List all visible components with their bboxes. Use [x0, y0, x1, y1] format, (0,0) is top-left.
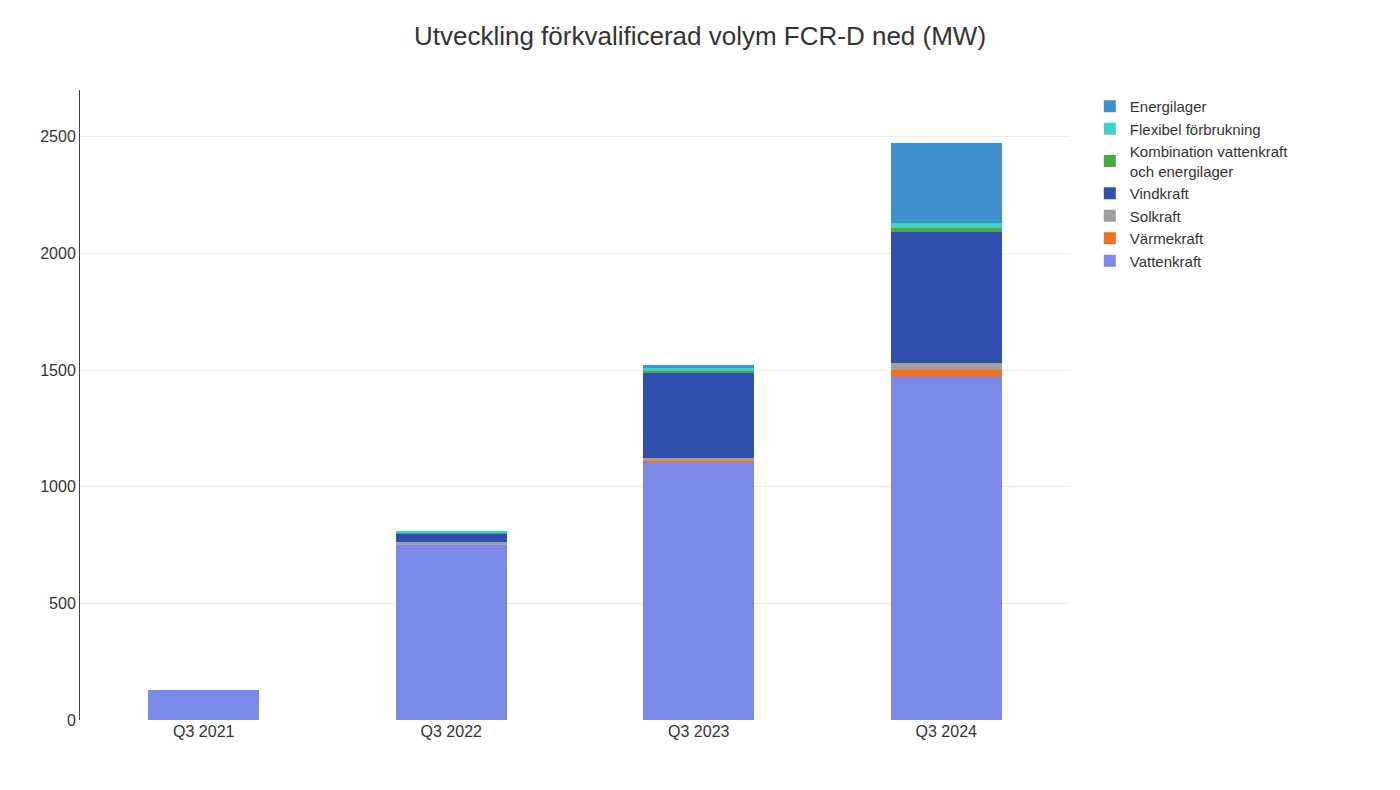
svg-text:Q3 2024: Q3 2024 — [916, 723, 977, 740]
svg-text:Solkraft: Solkraft — [1130, 208, 1182, 225]
svg-text:2500: 2500 — [40, 128, 76, 145]
svg-text:500: 500 — [49, 595, 76, 612]
svg-text:Kombination vattenkraftoch ene: Kombination vattenkraftoch energilager — [1130, 143, 1288, 180]
svg-text:Q3 2023: Q3 2023 — [668, 723, 729, 740]
svg-text:2000: 2000 — [40, 245, 76, 262]
svg-text:1500: 1500 — [40, 362, 76, 379]
svg-text:Utveckling förkvalificerad vol: Utveckling förkvalificerad volym FCR-D n… — [414, 21, 986, 51]
svg-text:Q3 2021: Q3 2021 — [173, 723, 234, 740]
svg-text:Värmekraft: Värmekraft — [1130, 230, 1204, 247]
svg-text:Flexibel förbrukning: Flexibel förbrukning — [1130, 121, 1261, 138]
svg-text:Q3 2022: Q3 2022 — [421, 723, 482, 740]
svg-text:Energilager: Energilager — [1130, 98, 1207, 115]
svg-text:1000: 1000 — [40, 478, 76, 495]
svg-text:Vattenkraft: Vattenkraft — [1130, 253, 1202, 270]
svg-text:Vindkraft: Vindkraft — [1130, 185, 1190, 202]
svg-text:0: 0 — [67, 712, 76, 729]
